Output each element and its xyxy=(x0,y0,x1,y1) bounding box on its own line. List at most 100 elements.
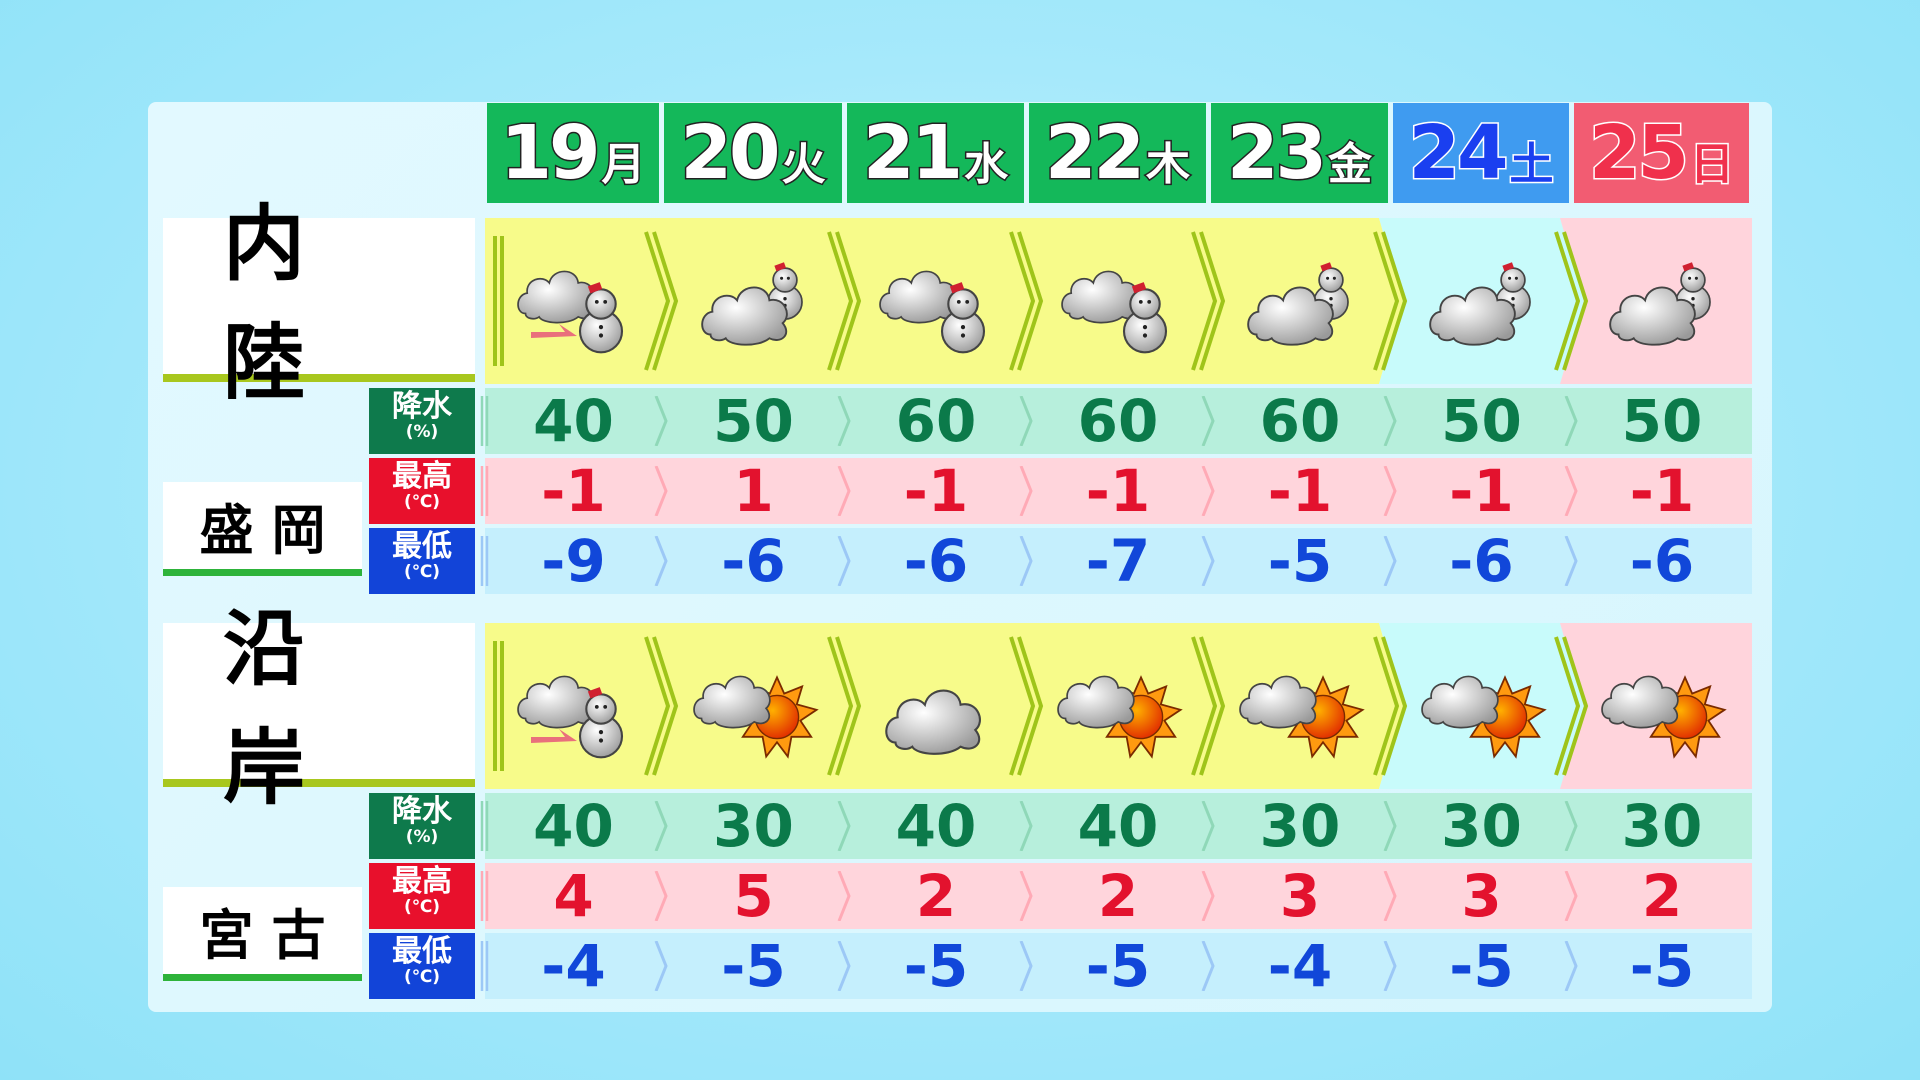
cloudy-sometimes-sunny-icon xyxy=(1572,623,1752,789)
cloudy-occasional-snow-icon xyxy=(1572,218,1752,384)
precip-value-text: 40 xyxy=(895,792,977,860)
low-label: 最低 (℃) xyxy=(369,933,475,999)
weather-icon-row xyxy=(485,218,1752,384)
precip-label-text: 降水 xyxy=(392,389,452,424)
high-row: 4 5 2 2 3 3 2 xyxy=(480,862,1752,930)
low-value-text: -5 xyxy=(903,932,969,1000)
precip-value-text: 50 xyxy=(1621,387,1703,455)
chevron-divider-icon xyxy=(1383,871,1397,921)
low-value-text: -5 xyxy=(1629,932,1695,1000)
high-label-unit: (℃) xyxy=(403,897,441,917)
chevron-divider-icon xyxy=(1383,801,1397,851)
high-value: -1 xyxy=(1201,457,1391,525)
precip-value: 40 xyxy=(480,387,662,455)
day-date: 24 xyxy=(1407,109,1510,198)
precip-label-unit: (%) xyxy=(405,422,439,442)
high-value-text: 1 xyxy=(733,457,774,525)
precip-value: 60 xyxy=(837,387,1027,455)
chevron-divider-icon xyxy=(837,396,851,446)
precip-value: 30 xyxy=(1383,792,1572,860)
chevron-divider-icon xyxy=(1201,536,1215,586)
chevron-divider-icon xyxy=(1019,536,1033,586)
precip-value-text: 40 xyxy=(533,387,614,455)
high-value: 1 xyxy=(654,457,845,525)
high-value-text: 5 xyxy=(733,862,774,930)
cloudy-occasional-snow-icon xyxy=(1209,218,1391,384)
precip-value-text: 30 xyxy=(1621,792,1703,860)
day-weekday: 金 xyxy=(1326,138,1373,192)
chevron-divider-icon xyxy=(837,536,851,586)
high-value-text: -1 xyxy=(541,457,606,525)
day-header-24: 24 土 xyxy=(1393,103,1569,203)
city-label: 盛岡 xyxy=(163,482,362,576)
city-label: 宮古 xyxy=(163,887,362,981)
high-value: -1 xyxy=(1383,457,1572,525)
low-row: -4 -5 -5 -5 -4 -5 -5 xyxy=(480,932,1752,1000)
precip-value: 60 xyxy=(1201,387,1391,455)
low-value: -6 xyxy=(654,527,845,595)
high-value: 3 xyxy=(1383,862,1572,930)
day-header-22: 22 木 xyxy=(1029,103,1206,203)
low-value-text: -9 xyxy=(541,527,606,595)
chevron-divider-icon xyxy=(1564,396,1578,446)
precip-value-text: 50 xyxy=(713,387,794,455)
high-value: -1 xyxy=(1019,457,1209,525)
precip-value-text: 60 xyxy=(1077,387,1159,455)
precip-value: 40 xyxy=(837,792,1027,860)
high-label: 最高 (℃) xyxy=(369,458,475,524)
chevron-divider-icon xyxy=(480,941,489,991)
precip-value: 50 xyxy=(654,387,845,455)
low-value: -4 xyxy=(1201,932,1391,1000)
precip-value-text: 30 xyxy=(1441,792,1522,860)
cloudy-occasional-snow-icon xyxy=(1391,218,1572,384)
precip-value: 30 xyxy=(1564,792,1752,860)
precip-value-text: 60 xyxy=(895,387,977,455)
high-value-text: 2 xyxy=(1641,862,1683,930)
chevron-divider-icon xyxy=(1019,466,1033,516)
day-date: 25 xyxy=(1588,109,1691,198)
low-value: -5 xyxy=(1201,527,1391,595)
low-value-text: -7 xyxy=(1085,527,1151,595)
high-value: 4 xyxy=(480,862,662,930)
high-label-text: 最高 xyxy=(392,864,452,899)
precip-value: 40 xyxy=(1019,792,1209,860)
cloudy-sometimes-sunny-icon xyxy=(1391,623,1572,789)
cloudy-icon xyxy=(845,623,1027,789)
chevron-divider-icon xyxy=(654,941,668,991)
day-weekday: 土 xyxy=(1508,138,1555,192)
low-value-text: -6 xyxy=(721,527,786,595)
chevron-divider-icon xyxy=(480,466,489,516)
chevron-divider-icon xyxy=(1201,466,1215,516)
chevron-divider-icon xyxy=(1019,941,1033,991)
precip-row: 40 50 60 60 60 50 50 xyxy=(480,387,1752,455)
low-label-unit: (℃) xyxy=(403,562,441,582)
high-value: 3 xyxy=(1201,862,1391,930)
low-value-text: -4 xyxy=(541,932,606,1000)
low-value: -5 xyxy=(837,932,1027,1000)
precip-value: 40 xyxy=(480,792,662,860)
high-row: -1 1 -1 -1 -1 -1 -1 xyxy=(480,457,1752,525)
chevron-divider-icon xyxy=(1019,801,1033,851)
chevron-divider-icon xyxy=(654,466,668,516)
low-value: -5 xyxy=(1383,932,1572,1000)
low-value-text: -6 xyxy=(1449,527,1514,595)
chevron-divider-icon xyxy=(1019,396,1033,446)
chevron-divider-icon xyxy=(480,871,489,921)
chevron-divider-icon xyxy=(837,801,851,851)
low-value-text: -5 xyxy=(1085,932,1151,1000)
chevron-divider-icon xyxy=(837,466,851,516)
high-value-text: 4 xyxy=(553,862,594,930)
precip-label-text: 降水 xyxy=(392,794,452,829)
low-row: -9 -6 -6 -7 -5 -6 -6 xyxy=(480,527,1752,595)
precip-value-text: 60 xyxy=(1259,387,1341,455)
low-value-text: -6 xyxy=(1629,527,1695,595)
cloudy-sometimes-sunny-icon xyxy=(1027,623,1209,789)
chevron-divider-icon xyxy=(1383,536,1397,586)
low-value: -9 xyxy=(480,527,662,595)
chevron-divider-icon xyxy=(654,871,668,921)
low-value: -6 xyxy=(1383,527,1572,595)
high-value-text: -1 xyxy=(903,457,969,525)
high-value: -1 xyxy=(837,457,1027,525)
precip-label-unit: (%) xyxy=(405,827,439,847)
low-value: -6 xyxy=(837,527,1027,595)
